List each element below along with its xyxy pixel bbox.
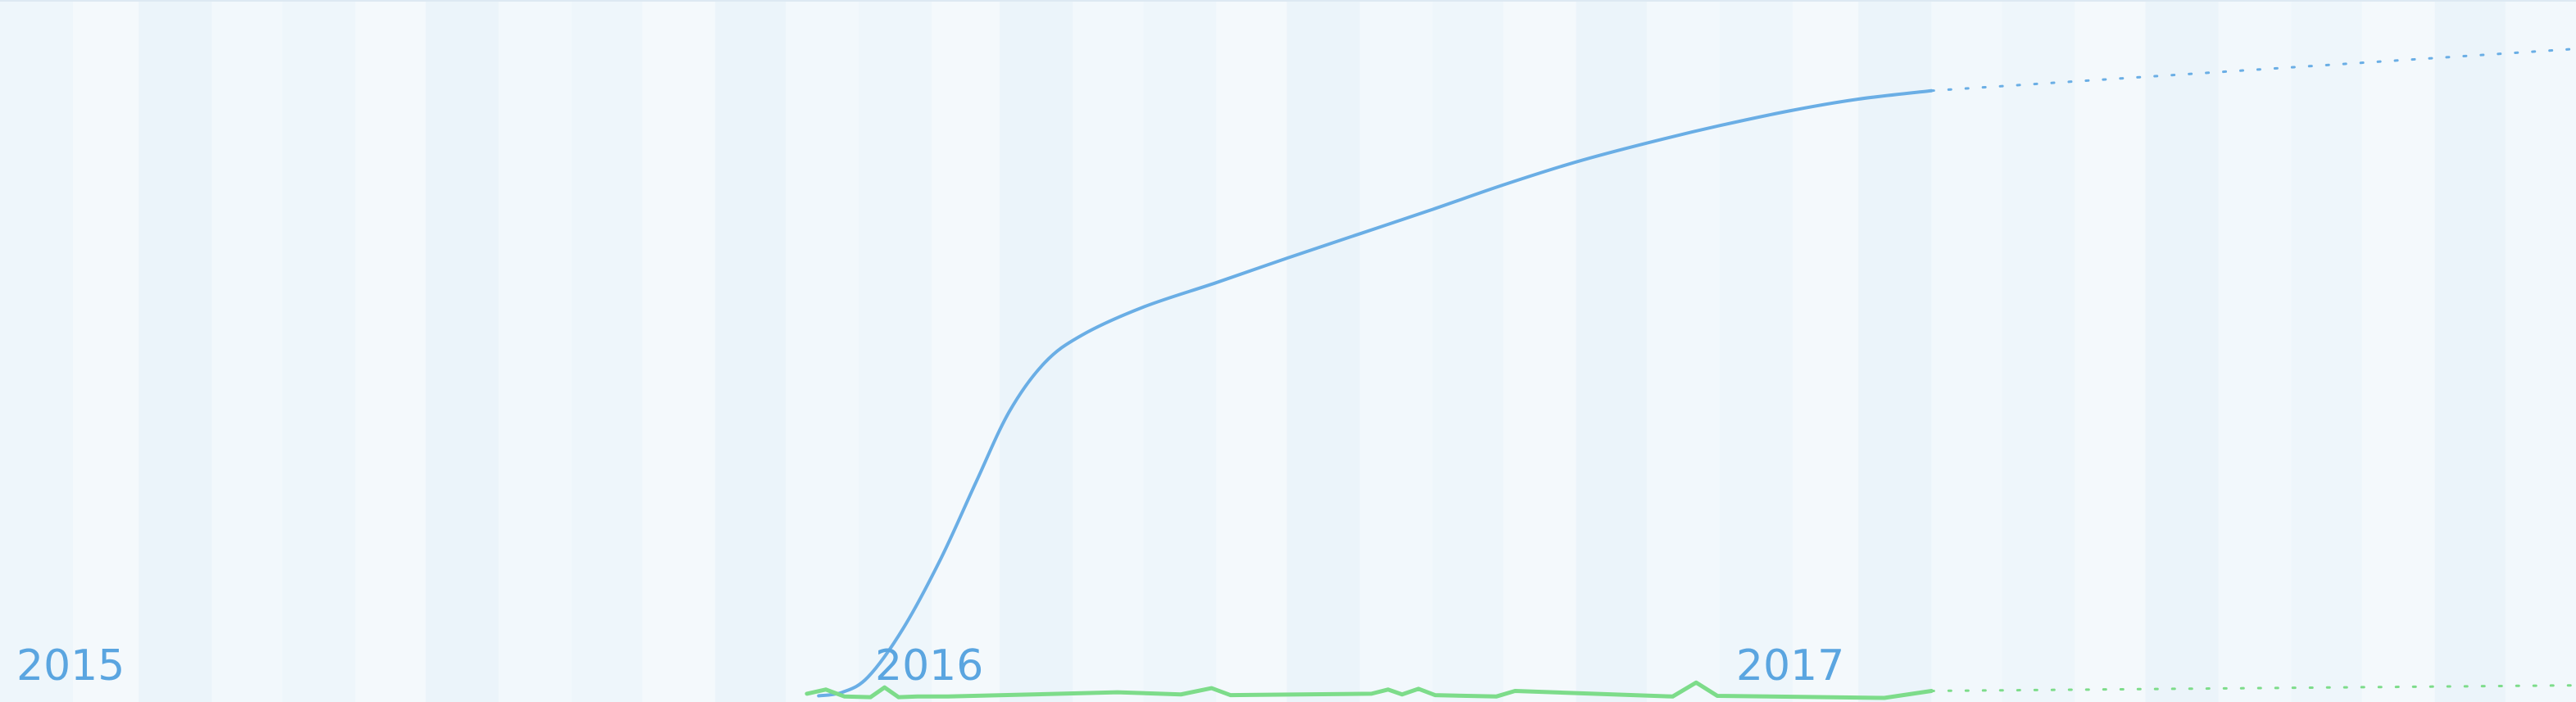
background-band <box>2434 0 2506 702</box>
background-band <box>498 0 572 702</box>
background-band <box>714 0 786 702</box>
background-band <box>2505 0 2576 702</box>
background-band <box>1286 0 1360 702</box>
background-band <box>0 0 74 702</box>
background-band <box>1503 0 1576 702</box>
background-band <box>1143 0 1217 702</box>
background-band <box>2075 0 2146 702</box>
background-band <box>2218 0 2292 702</box>
series-2-line <box>805 680 1934 700</box>
x-tick-label: 2016 <box>875 641 983 691</box>
background-band <box>859 0 932 702</box>
background-band <box>1646 0 1720 702</box>
background-band <box>73 0 139 702</box>
background-band <box>2002 0 2075 702</box>
background-band <box>1359 0 1433 702</box>
x-tick-label: 2017 <box>1736 641 1844 691</box>
background-band <box>2361 0 2435 702</box>
background-band <box>211 0 283 702</box>
background-band <box>642 0 715 702</box>
background-band <box>932 0 1000 702</box>
background-band <box>1576 0 1647 702</box>
background-band <box>1931 0 2002 702</box>
background-band <box>1000 0 1073 702</box>
background-band <box>1073 0 1144 702</box>
background-band <box>1719 0 1793 702</box>
background-band <box>1858 0 1932 702</box>
background-band <box>355 0 426 702</box>
series-layer <box>805 48 2576 700</box>
background-band <box>2291 0 2362 702</box>
background-band <box>1792 0 1859 702</box>
background-band <box>1216 0 1287 702</box>
background-band <box>425 0 499 702</box>
background-band <box>2145 0 2219 702</box>
background-band <box>282 0 356 702</box>
background-band <box>138 0 212 702</box>
background-band <box>571 0 642 702</box>
series-2 <box>805 680 2576 700</box>
background-band <box>785 0 859 702</box>
series-1-line <box>817 88 1934 698</box>
background-band <box>1432 0 1503 702</box>
x-tick-label: 2015 <box>16 641 125 691</box>
x-axis-ticks: 2015 2016 2017 <box>16 641 1844 691</box>
series-1 <box>817 48 2576 698</box>
